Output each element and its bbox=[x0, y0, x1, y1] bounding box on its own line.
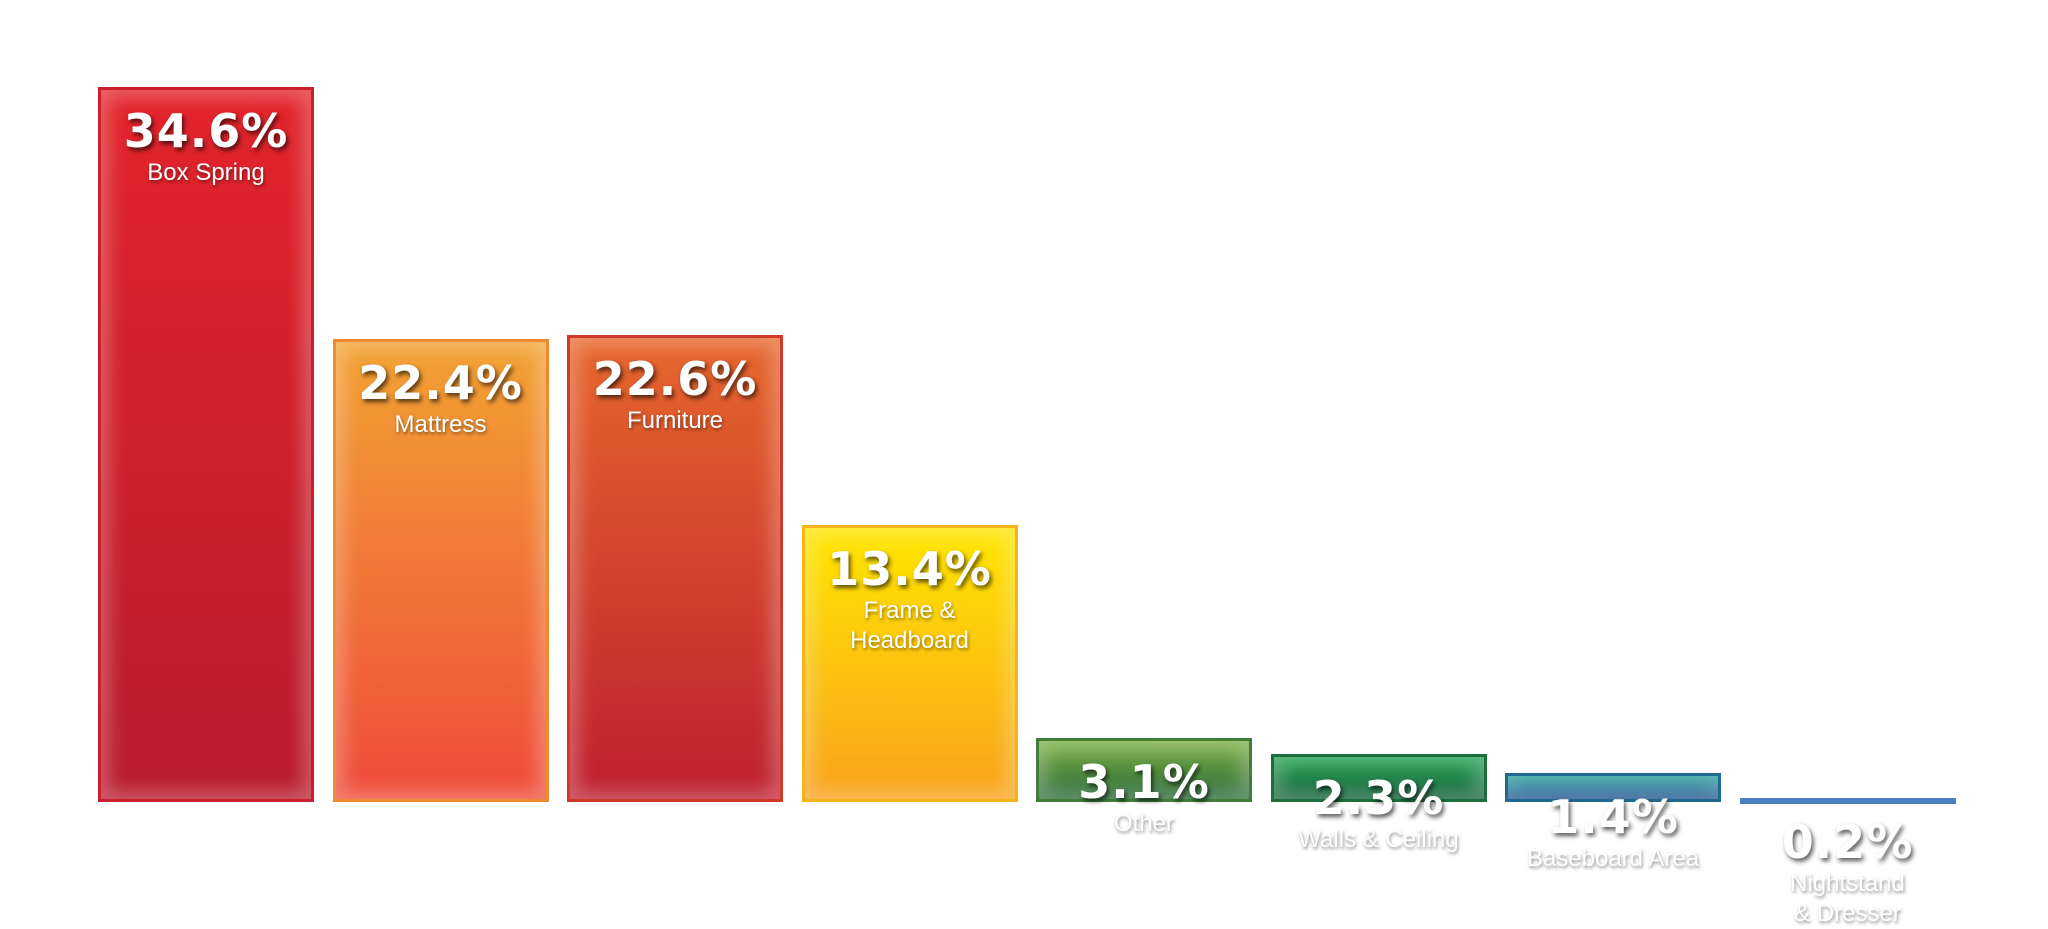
bar-text: 22.6% Furniture bbox=[570, 352, 780, 436]
bar-value-label: 34.6% bbox=[123, 104, 289, 158]
bar-text: 2.3% Walls & Ceiling bbox=[1274, 771, 1484, 855]
bar-category-label: Box Spring bbox=[147, 159, 265, 186]
bar-value-label: 22.4% bbox=[358, 356, 523, 411]
bar-category-label: Nightstand bbox=[1790, 869, 1905, 897]
bar-text: 13.4% Frame & Headboard bbox=[805, 542, 1015, 656]
bar-text: 34.6% Box Spring bbox=[101, 104, 311, 188]
bar-text: 1.4% Baseboard Area bbox=[1508, 790, 1718, 874]
bar: 22.6% Furniture bbox=[567, 334, 783, 802]
bar-value-label: 2.3% bbox=[1312, 771, 1445, 826]
bar-text: 3.1% Other bbox=[1039, 755, 1249, 839]
bar-category-label: & Dresser bbox=[1794, 899, 1901, 927]
bar: 13.4% Frame & Headboard bbox=[801, 525, 1018, 802]
bar: 1.4% Baseboard Area bbox=[1505, 773, 1721, 872]
bar: 0.2% Nightstand & Dresser bbox=[1739, 797, 1956, 927]
bar-value-label: 22.6% bbox=[592, 351, 758, 406]
bar-value-label: 1.4% bbox=[1547, 790, 1679, 845]
bar-text: 0.2% Nightstand & Dresser bbox=[1743, 815, 1953, 929]
bar-text: 22.4% Mattress bbox=[336, 356, 546, 440]
bar-value-label: 0.2% bbox=[1781, 814, 1914, 869]
bar-chart: 34.6% Box Spring 22.4% Mattress 22.6% Furnitu… bbox=[98, 87, 1956, 927]
bar-category-label: Baseboard Area bbox=[1526, 845, 1700, 873]
bar-value-label: 13.4% bbox=[827, 542, 992, 597]
bar-category-label: Other bbox=[1113, 809, 1175, 837]
bar-category-label: Walls & Ceiling bbox=[1298, 826, 1459, 854]
bar: 3.1% Other bbox=[1036, 737, 1252, 837]
bar-category-label: Furniture bbox=[626, 406, 724, 434]
bar-category-label: Headboard bbox=[850, 627, 969, 655]
bar-category-label: Mattress bbox=[394, 411, 487, 439]
bar: 22.4% Mattress bbox=[332, 339, 549, 802]
bar: 2.3% Walls & Ceiling bbox=[1270, 754, 1487, 853]
bar-category-label: Frame & bbox=[863, 597, 956, 625]
bar: 34.6% Box Spring bbox=[98, 87, 314, 802]
bar-value-label: 3.1% bbox=[1078, 754, 1210, 809]
